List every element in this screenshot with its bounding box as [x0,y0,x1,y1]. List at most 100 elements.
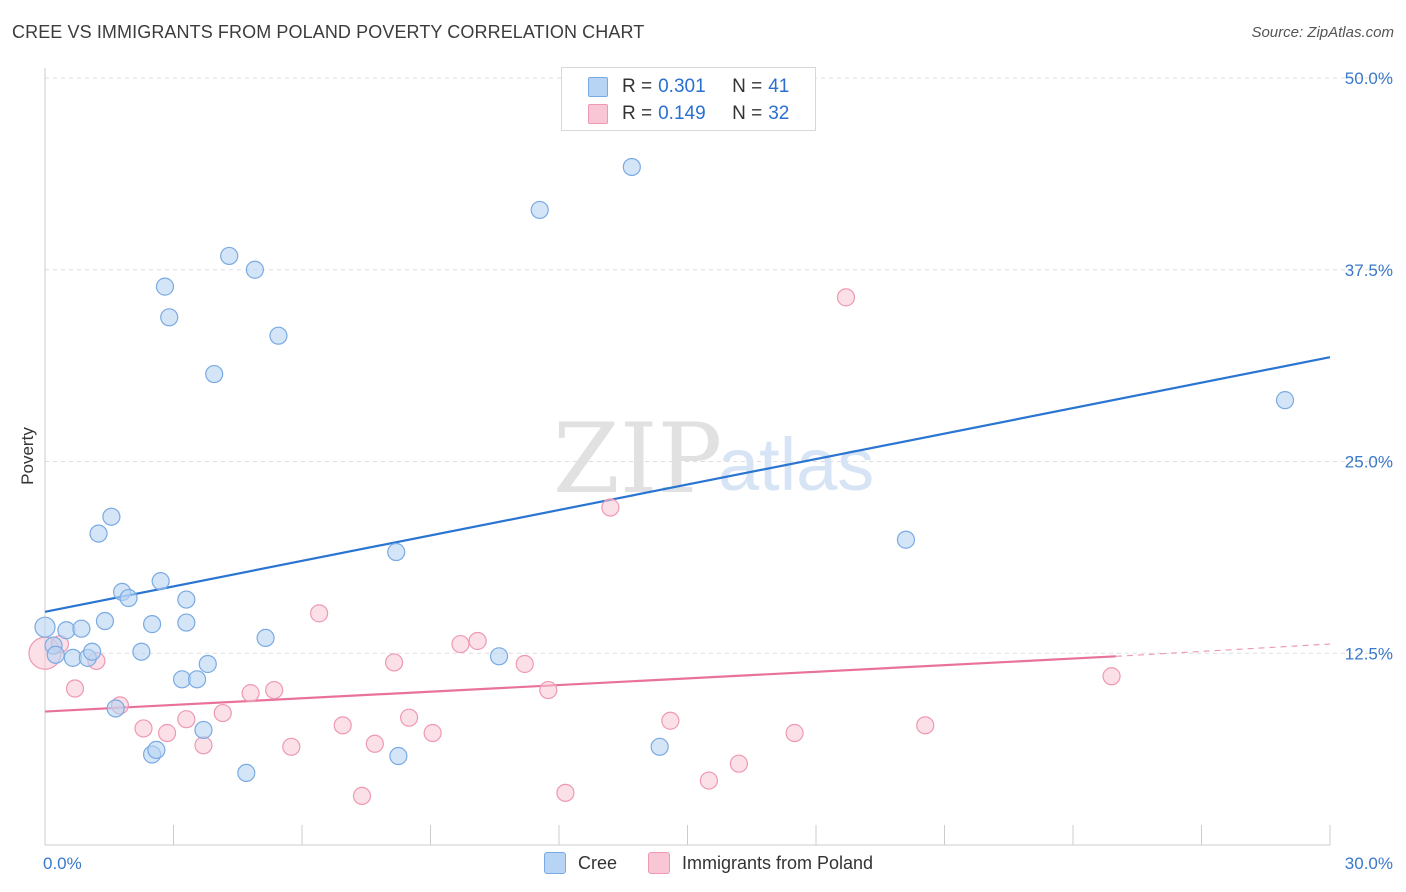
cree-point [102,507,121,526]
correlation-legend: R = 0.301 N = 41 R = 0.149 N = 32 [561,67,816,131]
cree-legend-label: Cree [578,852,618,873]
poland-point [916,716,935,735]
poland-trend-extension [1115,643,1331,657]
y-tick-label: 50.0% [1345,69,1393,88]
poland-point [194,736,213,755]
cree-point [650,737,669,756]
cree-r-label: R = [622,76,653,97]
cree-point [160,308,179,327]
poland-point [157,723,177,743]
cree-point [142,615,162,634]
poland-point [661,711,680,730]
poland-legend-swatch [648,852,670,874]
cree-point [151,572,170,591]
poland-swatch [588,104,608,124]
cree-point [237,763,256,783]
watermark: ZIP atlas [553,403,874,515]
cree-point [1275,391,1295,410]
poland-point [352,786,372,806]
cree-point [245,260,264,279]
poland-point [177,710,196,729]
cree-point [387,542,406,562]
source-note: Source: ZipAtlas.com [1251,24,1394,41]
y-axis-label: Poverty [18,427,37,485]
cree-point [147,740,166,759]
poland-point [836,288,856,307]
cree-point [256,628,275,648]
poland-point [601,498,620,517]
poland-point [423,723,442,743]
cree-trend-line [44,356,1331,613]
poland-point [333,716,352,735]
cree-point [622,157,641,177]
poland-r-label: R = [622,103,653,124]
cree-point [198,654,217,674]
legend-row-poland: R = 0.149 N = 32 [588,101,789,127]
cree-point [72,619,91,638]
cree-legend-swatch [544,852,566,874]
poland-point [699,771,719,790]
watermark-zip: ZIP [553,403,722,515]
cree-point [269,326,288,345]
poland-point [451,634,470,654]
y-tick-label: 37.5% [1345,261,1393,280]
poland-point [65,679,85,698]
series-legend: Cree Immigrants from Poland [0,852,1406,878]
cree-point [205,364,224,384]
y-tick-label: 12.5% [1345,644,1393,663]
cree-point [119,588,138,608]
watermark-atlas: atlas [718,423,874,506]
cree-point [57,621,76,640]
poland-point [539,680,558,700]
cree-point [132,642,151,661]
poland-point [515,654,534,674]
poland-point [282,737,301,756]
cree-point [896,530,916,549]
poland-point [310,604,329,623]
poland-point [134,719,153,738]
poland-point [265,680,284,700]
poland-point [785,723,804,743]
cree-point [46,645,65,664]
cree-point [83,642,102,661]
poland-n-value: 32 [768,103,790,124]
poland-legend-label: Immigrants from Poland [682,852,874,873]
cree-point [34,616,56,638]
poland-point [213,703,232,723]
x-tick-label-min: 0.0% [43,854,82,873]
cree-point [530,200,549,220]
cree-point [155,277,175,296]
cree-point [177,613,196,632]
cree-r-value: 0.301 [658,76,706,97]
poland-point [365,734,384,753]
cree-point [95,611,115,631]
cree-point [220,246,239,266]
legend-item-poland: Immigrants from Poland [648,852,873,874]
cree-swatch [588,77,608,97]
legend-row-cree: R = 0.301 N = 41 [588,74,789,100]
poland-point [1102,667,1121,686]
cree-point [177,590,196,609]
cree-point [106,699,125,718]
poland-point [384,653,404,672]
y-tick-label: 25.0% [1345,453,1393,472]
x-tick-label-max: 30.0% [1345,854,1393,873]
poland-point [241,684,260,703]
poland-point [468,631,487,651]
cree-point [389,746,408,766]
cree-point [89,524,108,543]
cree-point [187,670,207,689]
cree-n-label: N = [732,76,763,97]
poland-r-value: 0.149 [658,103,706,124]
poland-point [556,783,575,802]
cree-n-value: 41 [768,76,790,97]
cree-point [194,720,213,740]
poland-n-label: N = [732,103,763,124]
chart-title: CREE VS IMMIGRANTS FROM POLAND POVERTY C… [12,22,645,42]
poland-point [399,708,419,727]
poland-point [729,754,749,773]
poland-trend-line [44,655,1116,713]
cree-point [489,647,509,666]
legend-item-cree: Cree [544,852,617,874]
